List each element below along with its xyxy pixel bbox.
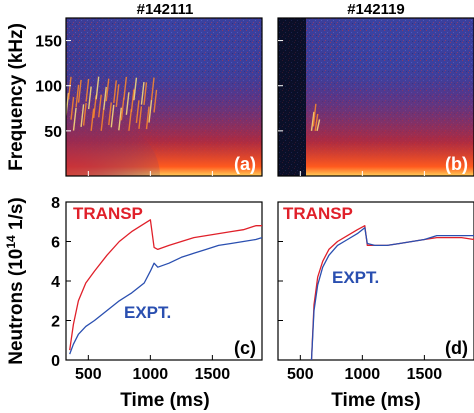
neutron-axis: 0 2 4 6 8 [51, 195, 283, 370]
spectrogram-b-low-freq-band [306, 60, 474, 176]
spectrogram-a [66, 18, 262, 176]
panel-tag-d: (d) [445, 338, 468, 358]
neutron-tick-label: 2 [51, 314, 60, 331]
mode-chirp [128, 109, 133, 131]
neutron-axis-label-main: Neutrons (10 [6, 249, 27, 365]
mode-chirp [314, 113, 319, 131]
mode-chirp [72, 107, 77, 131]
mode-chirp [145, 106, 150, 130]
mode-chirp [95, 76, 100, 100]
mode-chirp [148, 99, 153, 123]
series-line-transp [69, 219, 262, 351]
mode-chirp [87, 86, 92, 110]
spectrogram-b-frame [277, 17, 474, 177]
mode-chirp [123, 76, 128, 100]
freq-tick-label: 100 [35, 79, 62, 96]
neutron-axis-label: Neutrons (1014 1/s) [4, 197, 27, 365]
mode-chirp [130, 89, 135, 113]
time-tick-label: 500 [287, 366, 314, 383]
time-axis: 500 500 1000 1000 1500 1500 [75, 171, 442, 383]
mode-chirp [70, 97, 75, 120]
time-tick-label: 500 [75, 366, 102, 383]
mode-chirp [125, 92, 130, 115]
neutron-tick-label: 0 [51, 353, 60, 370]
mode-chirp [100, 108, 105, 131]
mode-chirp [108, 102, 112, 126]
mode-chirp [310, 111, 315, 131]
mode-chirp [82, 102, 87, 126]
mode-chirp [140, 81, 145, 105]
freq-tick-label: 50 [44, 124, 62, 141]
frequency-axis-label: Frequency (kHz) [6, 23, 27, 171]
mode-chirp [115, 84, 120, 107]
time-axis-label-right: Time (ms) [331, 390, 420, 411]
mode-chirp [120, 97, 125, 121]
mode-chirp [118, 107, 123, 131]
spectrogram-a-hot-region [66, 116, 160, 176]
panel-tag-a: (a) [234, 154, 256, 174]
neutron-panel-c-lines [69, 219, 263, 355]
panel-tag-c: (c) [234, 338, 256, 358]
mode-chirp [98, 94, 102, 118]
panel-tag-b: (b) [445, 154, 468, 174]
mode-chirp [312, 103, 317, 127]
neutron-tick-label: 8 [51, 195, 60, 212]
shot-title-right: #142119 [347, 1, 405, 18]
time-axis-label-left: Time (ms) [120, 390, 209, 411]
mode-chirp [150, 77, 155, 101]
mode-chirp [135, 100, 140, 124]
series-label-transp-c: TRANSP [73, 204, 143, 223]
mode-chirp [80, 104, 85, 127]
mode-chirp [113, 80, 117, 104]
spectrogram-a-mode-chirps [66, 76, 158, 131]
series-line-transp [310, 225, 474, 361]
time-tick-label: 1000 [345, 366, 381, 383]
mode-chirp [110, 104, 115, 128]
mode-chirp [67, 76, 72, 100]
mode-chirp [316, 119, 321, 132]
mode-chirp [77, 79, 82, 103]
series-line-expt [310, 227, 474, 361]
neutron-axis-label-exponent: 14 [4, 235, 18, 249]
neutron-tick-label: 4 [51, 274, 60, 291]
mode-chirp [138, 106, 143, 129]
neutron-panel-c-frame [65, 201, 263, 361]
time-tick-label: 1500 [195, 366, 231, 383]
mode-chirp [143, 82, 148, 106]
neutron-panel-d-lines [310, 225, 474, 361]
spectrogram-b-mode-chirps [310, 103, 321, 132]
spectrogram-a-frame [65, 17, 263, 177]
series-label-expt-d: EXPT. [332, 268, 379, 287]
spectrogram-b-no-data-noise [278, 18, 306, 176]
series-label-transp-d: TRANSP [283, 204, 353, 223]
mode-chirp [103, 87, 107, 110]
time-tick-label: 1500 [407, 366, 443, 383]
spectrogram-b [278, 18, 474, 176]
freq-tick-label: 150 [35, 34, 62, 51]
series-label-expt-c: EXPT. [124, 303, 171, 322]
mode-chirp [90, 108, 95, 131]
mode-chirp [133, 77, 138, 101]
shot-title-left: #142111 [137, 1, 194, 18]
series-line-expt [69, 236, 263, 355]
mode-chirp [85, 78, 90, 102]
mode-chirp [153, 89, 158, 113]
neutron-tick-label: 6 [51, 235, 60, 252]
mode-chirp [75, 84, 80, 108]
neutron-panel-d-frame [277, 201, 474, 361]
neutron-axis-label-unit: 1/s) [6, 197, 27, 235]
mode-chirp [105, 78, 110, 102]
frequency-axis: 50 100 150 [35, 34, 283, 141]
time-tick-label: 1000 [133, 366, 169, 383]
